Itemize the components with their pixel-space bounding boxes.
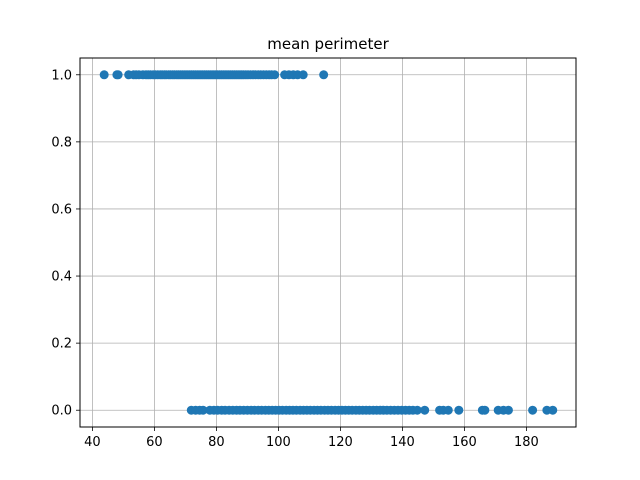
data-point — [198, 405, 208, 415]
data-point — [420, 405, 430, 415]
plot-frame — [79, 57, 577, 428]
x-tick-label: 120 — [328, 435, 353, 450]
y-tick-label: 0.0 — [51, 404, 72, 419]
y-tick-label: 0.2 — [51, 337, 72, 352]
data-point — [528, 405, 538, 415]
y-tick-label: 0.8 — [51, 135, 72, 150]
chart-title: mean perimeter — [267, 35, 389, 53]
x-tick-label: 60 — [146, 435, 163, 450]
x-axis: 40 60 80 100 120 140 160 180 — [84, 427, 539, 450]
x-tick-label: 180 — [514, 435, 539, 450]
data-points — [99, 70, 558, 415]
x-tick-label: 140 — [390, 435, 415, 450]
x-tick-label: 80 — [208, 435, 225, 450]
data-point — [270, 70, 280, 80]
x-tick-label: 40 — [84, 435, 101, 450]
data-point — [298, 70, 308, 80]
data-point — [412, 405, 422, 415]
data-point — [548, 405, 558, 415]
y-tick-label: 0.6 — [51, 202, 72, 217]
data-point — [454, 405, 464, 415]
data-point — [319, 70, 329, 80]
grid-lines — [80, 58, 576, 427]
data-point — [99, 70, 109, 80]
x-tick-label: 160 — [452, 435, 477, 450]
data-point — [480, 405, 490, 415]
x-tick-label: 100 — [266, 435, 291, 450]
y-tick-label: 0.4 — [51, 270, 72, 285]
data-point — [443, 405, 453, 415]
data-point — [113, 70, 123, 80]
data-point — [503, 405, 513, 415]
y-tick-label: 1.0 — [51, 68, 72, 83]
y-axis: 0.0 0.2 0.4 0.6 0.8 1.0 — [51, 68, 80, 419]
